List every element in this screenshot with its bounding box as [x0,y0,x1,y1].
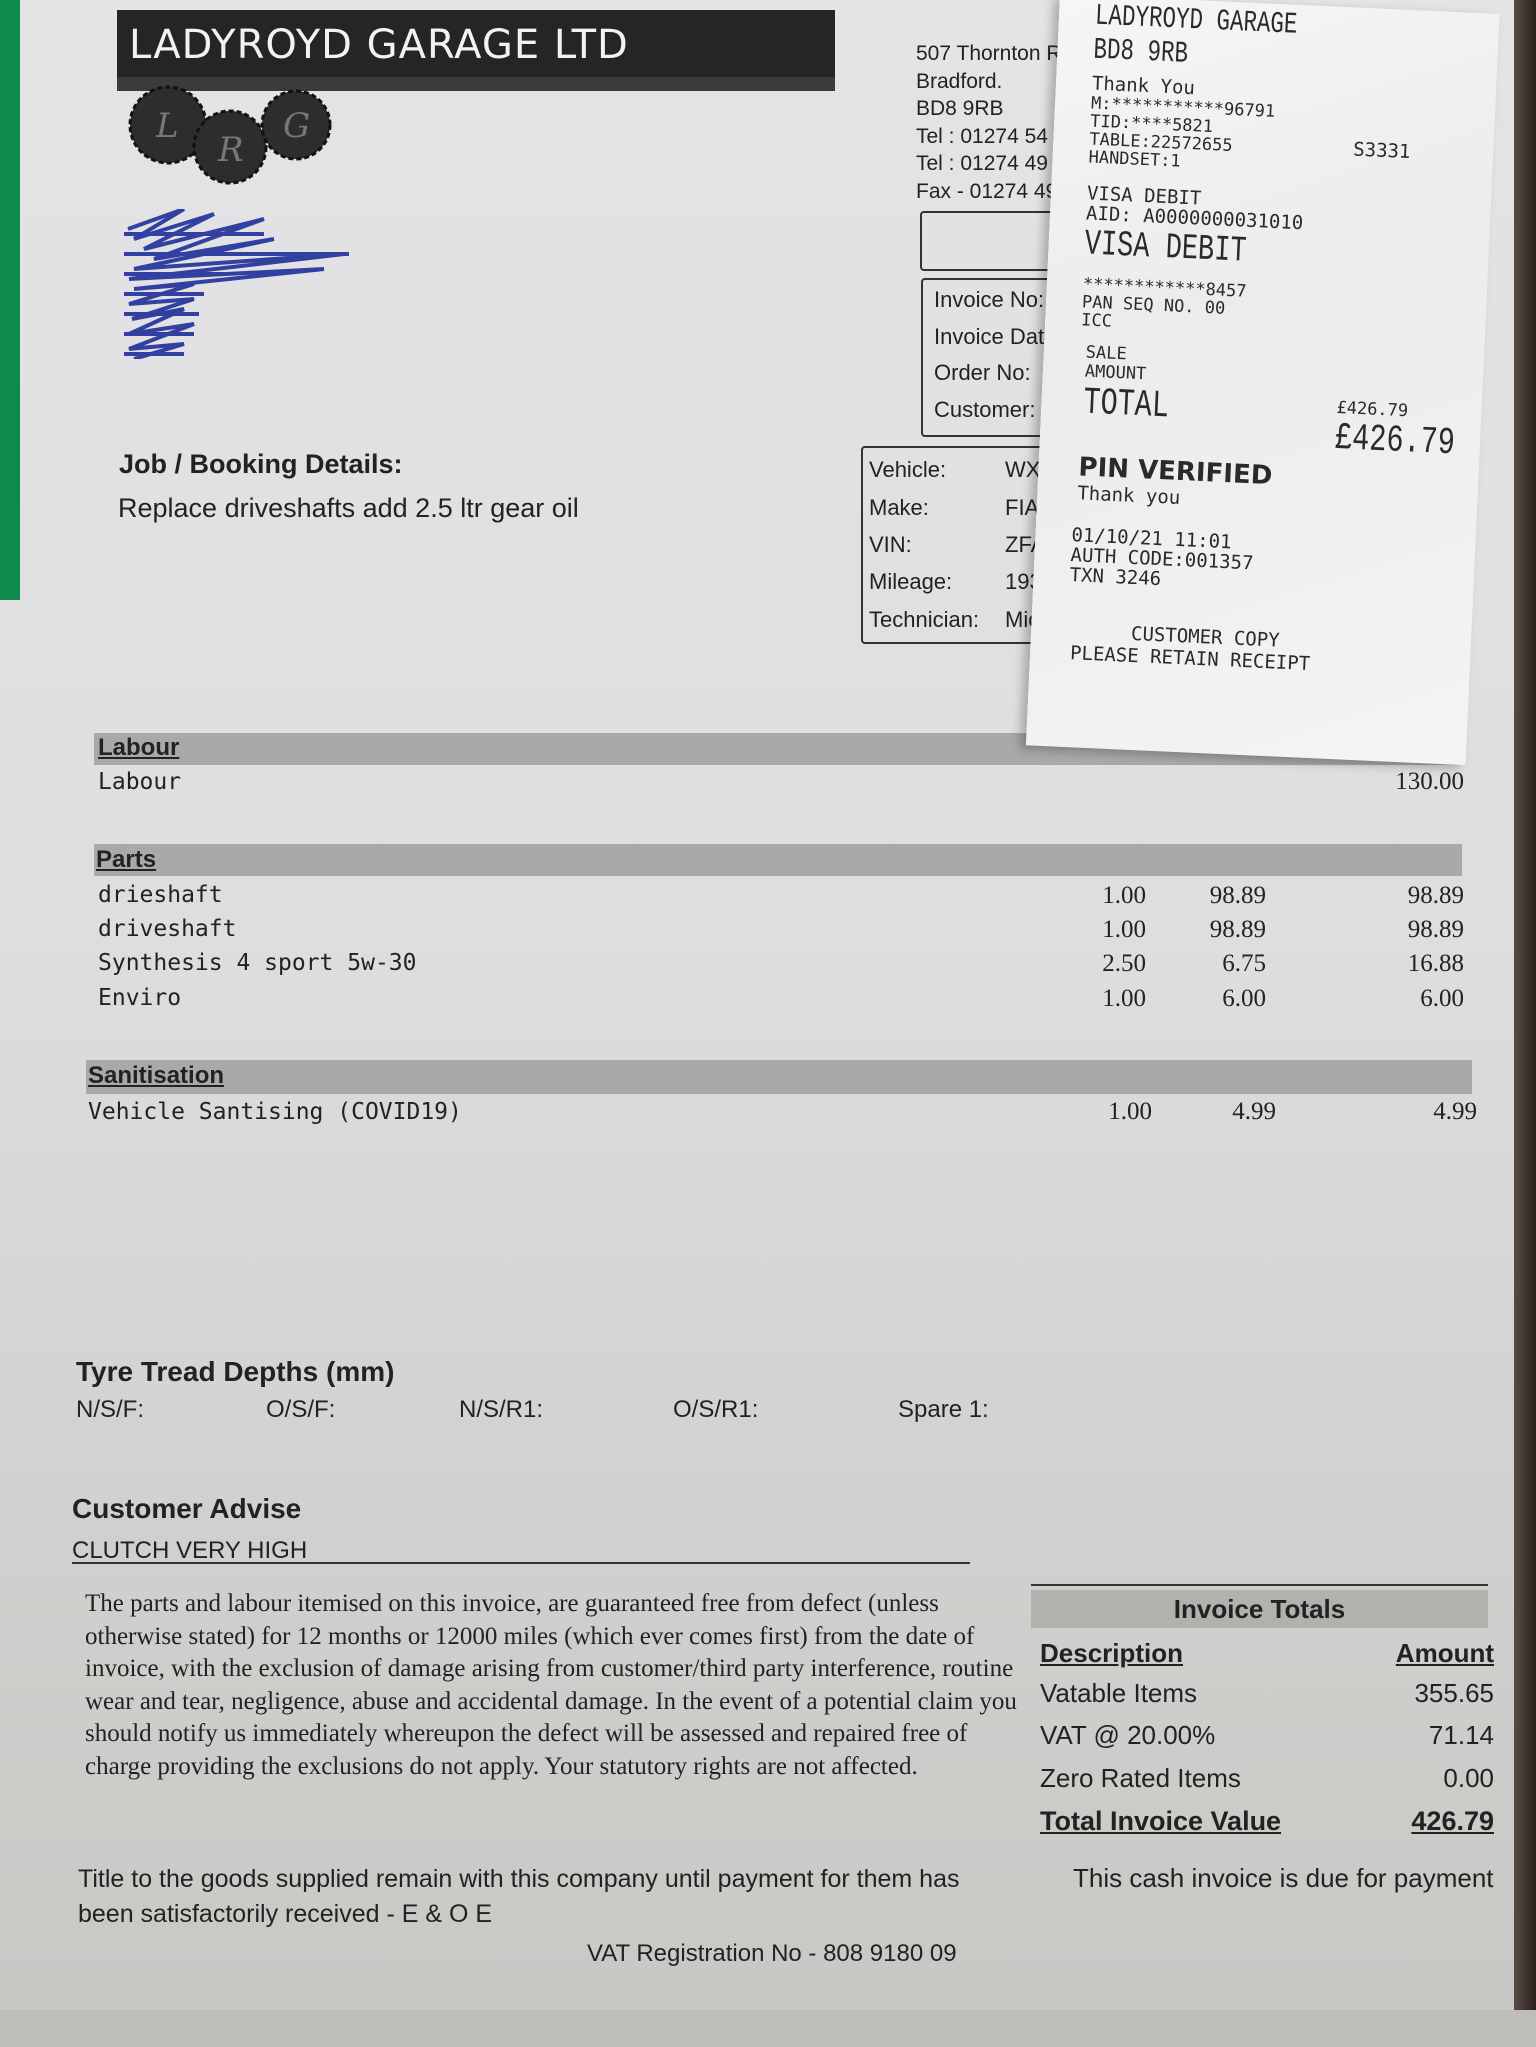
receipt-total-label: TOTAL [1082,381,1170,429]
sanitisation-desc: Vehicle Santising (COVID19) [88,1099,462,1125]
part-total: 6.00 [1420,985,1464,1012]
vat-registration: VAT Registration No - 808 9180 09 [587,1940,957,1967]
invoice-date-label: Invoice Date: [934,324,1063,349]
totals-amount: 355.65 [1414,1678,1494,1708]
svg-text:L: L [155,106,179,146]
totals-column-headers: Description Amount [1040,1638,1494,1669]
receipt-amount-large: £426.79 [1334,416,1456,466]
sanitisation-heading: Sanitisation [88,1062,225,1089]
address-line: BD8 9RB [916,97,1004,120]
totals-row: VAT @ 20.00% 71.14 [1040,1720,1494,1751]
job-details-heading: Job / Booking Details: [119,449,403,479]
svg-text:G: G [283,106,310,146]
paper-bottom-shadow [0,2010,1536,2047]
address-line: Fax - 01274 49 [916,179,1058,203]
company-header-bar: LADYROYD GARAGE LTD [117,10,835,91]
warranty-text: The parts and labour itemised on this in… [85,1590,1017,1780]
invoice-no-label: Invoice No: [934,287,1045,312]
order-no-label: Order No: [934,360,1031,385]
labour-item-desc: Labour [98,769,182,795]
amount-header: Amount [1395,1638,1494,1668]
parts-section-bar [94,844,1462,876]
labour-heading: Labour [98,734,180,761]
tyre-nsr1-label: N/S/R1: [459,1396,544,1423]
part-total: 98.89 [1407,882,1464,909]
part-qty: 1.00 [1102,985,1146,1012]
redacted-customer-address [124,209,349,359]
gears-logo-icon: LRG [128,85,332,185]
make-label: Make: [869,495,929,520]
receipt-handset: HANDSET:1 [1088,147,1182,172]
job-details-text: Replace driveshafts add 2.5 ltr gear oil [118,493,579,523]
company-address: 507 Thornton R Bradford. BD8 9RB Tel : 0127… [916,40,1062,205]
invoice-totals-header: Invoice Totals [1031,1590,1488,1628]
total-amount: 426.79 [1411,1806,1494,1836]
advise-underline [72,1562,970,1564]
receipt-sale: SALE [1085,342,1128,365]
customer-label: Customer: [934,397,1036,422]
receipt-icc: ICC [1080,310,1113,332]
total-invoice-value-row: Total Invoice Value 426.79 [1040,1806,1494,1837]
part-desc: Enviro [98,985,182,1011]
customer-advise-text: CLUTCH VERY HIGH [72,1537,308,1564]
receipt-postcode: BD8 9RB [1092,33,1189,72]
receipt-code: S3331 [1352,138,1411,164]
part-price: 6.75 [1222,950,1266,977]
part-qty: 1.00 [1102,916,1146,943]
part-desc: Synthesis 4 sport 5w-30 [98,950,417,976]
totals-label: VAT @ 20.00% [1040,1720,1216,1750]
tyre-spare-label: Spare 1: [898,1396,989,1423]
part-price: 98.89 [1209,882,1266,909]
tyre-osr1-label: O/S/R1: [673,1396,759,1423]
labour-item-total: 130.00 [1395,768,1464,795]
green-background [0,0,20,600]
customer-advise-heading: Customer Advise [72,1493,302,1524]
part-price: 6.00 [1222,985,1266,1012]
svg-text:R: R [217,130,244,170]
parts-heading: Parts [96,846,157,873]
part-total: 16.88 [1407,950,1464,977]
tyre-tread-heading: Tyre Tread Depths (mm) [76,1356,395,1387]
technician-label: Technician: [869,607,980,632]
sanitisation-qty: 1.00 [1108,1098,1152,1125]
company-name: LADYROYD GARAGE LTD [129,22,629,68]
address-line: 507 Thornton R [916,42,1062,65]
vin-label: VIN: [869,532,912,557]
invoice-totals-title: Invoice Totals [1173,1594,1346,1624]
vehicle-label: Vehicle: [869,457,947,482]
receipt-amount-label: AMOUNT [1084,361,1147,385]
total-label: Total Invoice Value [1040,1806,1282,1836]
totals-row: Vatable Items 355.65 [1040,1678,1494,1709]
part-price: 98.89 [1209,916,1266,943]
sanitisation-price: 4.99 [1232,1098,1276,1125]
title-of-goods-text: Title to the goods supplied remain with … [78,1865,960,1928]
totals-amount: 71.14 [1428,1720,1494,1750]
address-line: Tel : 01274 49 [916,152,1048,175]
part-total: 98.89 [1407,916,1464,943]
totals-amount: 0.00 [1443,1763,1494,1793]
tyre-nsf-label: N/S/F: [76,1396,145,1423]
totals-row: Zero Rated Items 0.00 [1040,1763,1494,1794]
cash-invoice-note: This cash invoice is due for payment [1073,1863,1494,1893]
card-payment-receipt: LADYROYD GARAGE BD8 9RB Thank You M:****… [1025,0,1500,766]
sanitisation-section-bar [86,1060,1472,1094]
part-qty: 1.00 [1102,882,1146,909]
part-qty: 2.50 [1102,950,1146,977]
sanitisation-total: 4.99 [1433,1098,1477,1125]
table-surface [1514,0,1536,2047]
description-header: Description [1040,1638,1184,1668]
address-line: Tel : 01274 54 [916,124,1048,148]
totals-label: Vatable Items [1040,1678,1198,1708]
totals-label: Zero Rated Items [1040,1763,1241,1793]
part-desc: driveshaft [98,916,237,942]
receipt-txn: TXN 3246 [1069,564,1162,591]
tyre-osf-label: O/S/F: [266,1396,336,1423]
totals-top-rule [1031,1584,1488,1586]
part-desc: drieshaft [98,882,223,908]
receipt-card-type-large: VISA DEBIT [1083,223,1248,272]
receipt-thank-you: Thank you [1076,482,1181,509]
mileage-label: Mileage: [869,569,953,594]
address-line: Bradford. [916,69,1003,93]
